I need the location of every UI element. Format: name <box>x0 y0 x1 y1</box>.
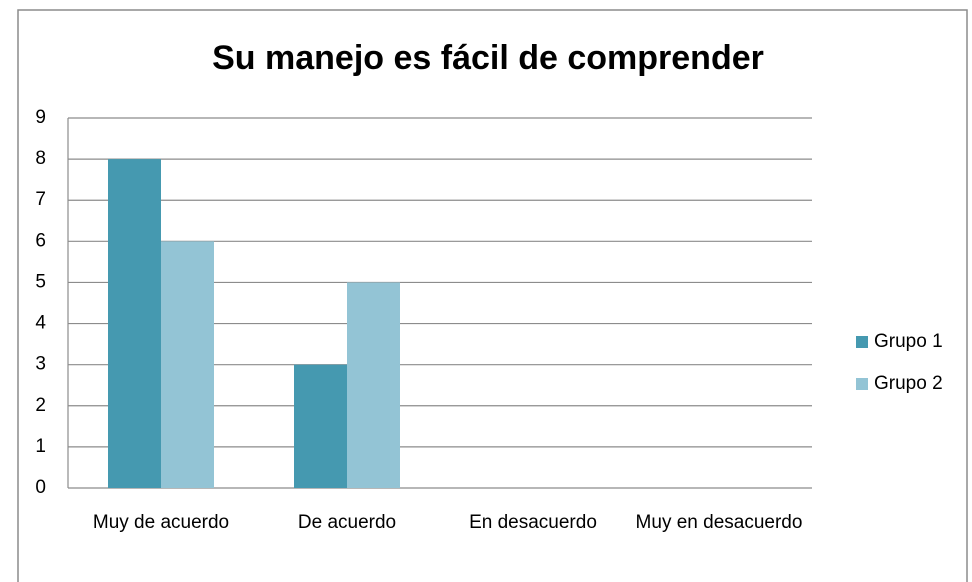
legend-swatch <box>856 336 868 348</box>
y-tick-label: 3 <box>35 354 46 375</box>
legend-label: Grupo 1 <box>874 331 943 352</box>
legend-swatch <box>856 378 868 390</box>
y-tick-label: 1 <box>35 436 46 457</box>
y-tick-label: 8 <box>35 148 46 169</box>
legend-label: Grupo 2 <box>874 373 943 394</box>
bar <box>347 282 400 488</box>
y-tick-label: 7 <box>35 189 46 210</box>
bar <box>294 364 347 488</box>
y-tick-label: 0 <box>35 477 46 498</box>
x-tick-label: Muy de acuerdo <box>93 512 229 533</box>
x-tick-label: De acuerdo <box>298 512 396 533</box>
bar <box>108 159 161 488</box>
bar <box>161 241 214 488</box>
y-tick-label: 5 <box>35 271 46 292</box>
chart-title: Su manejo es fácil de comprender <box>212 39 764 77</box>
y-tick-label: 4 <box>35 313 46 334</box>
y-tick-label: 6 <box>35 230 46 251</box>
x-tick-label: Muy en desacuerdo <box>636 512 803 533</box>
x-tick-label: En desacuerdo <box>469 512 597 533</box>
y-tick-label: 2 <box>35 395 46 416</box>
y-tick-label: 9 <box>35 107 46 128</box>
